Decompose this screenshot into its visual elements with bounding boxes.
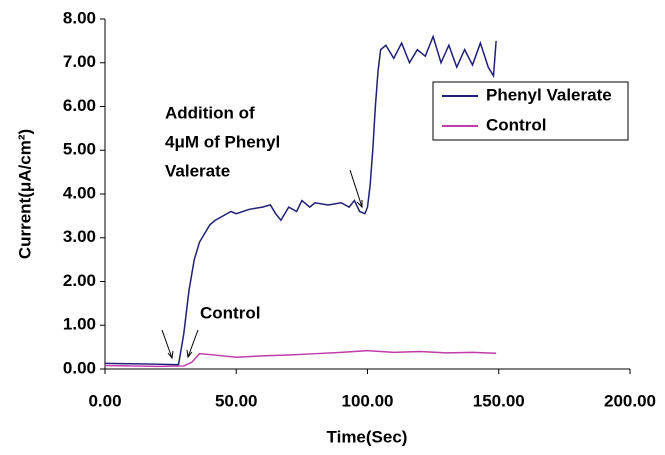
y-tick-label: 4.00 <box>63 183 96 202</box>
annotation: Addition of <box>165 103 255 122</box>
y-tick-label: 2.00 <box>63 271 96 290</box>
legend-box <box>432 81 629 141</box>
x-tick-label: 50.00 <box>215 391 258 410</box>
y-tick-label: 5.00 <box>63 140 96 159</box>
x-tick-label: 100.00 <box>342 391 394 410</box>
y-axis-label: Current(μA/cm²) <box>15 129 34 259</box>
y-tick-label: 1.00 <box>63 315 96 334</box>
x-axis-label: Time(Sec) <box>327 427 408 446</box>
y-tick-label: 7.00 <box>63 52 96 71</box>
x-tick-label: 200.00 <box>604 391 656 410</box>
annotation: 4μM of Phenyl <box>165 132 280 151</box>
arrows <box>161 169 363 360</box>
y-tick-label: 0.00 <box>63 358 96 377</box>
legend-label: Phenyl Valerate <box>486 85 612 104</box>
annotation: Control <box>200 303 260 322</box>
annotation: Valerate <box>165 161 230 180</box>
x-tick-label: 0.00 <box>88 391 121 410</box>
y-tick-label: 3.00 <box>63 227 96 246</box>
x-tick-label: 150.00 <box>473 391 525 410</box>
data-line <box>104 34 497 366</box>
y-tick-label: 8.00 <box>63 8 96 27</box>
data-line <box>104 349 497 368</box>
y-tick-label: 6.00 <box>63 96 96 115</box>
legend-label: Control <box>486 115 546 134</box>
